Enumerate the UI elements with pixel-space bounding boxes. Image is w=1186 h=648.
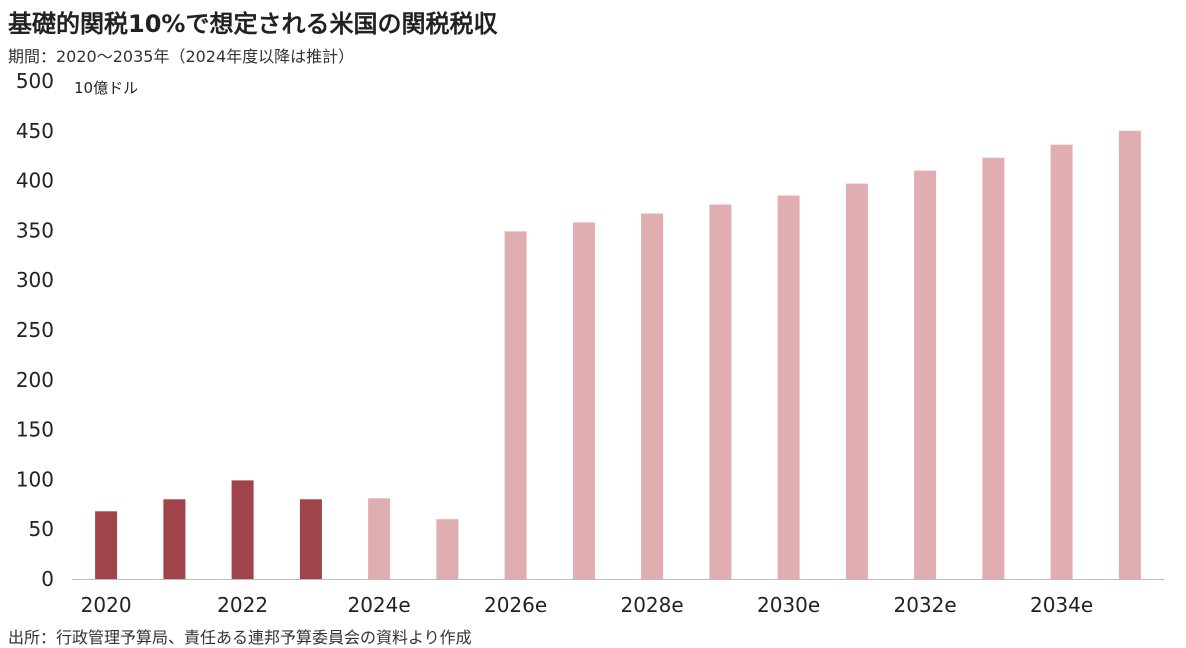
bar-2023 [299, 499, 322, 579]
y-axis-ticks: 0 50 100 150 200 250 300 350 400 450 500 [16, 69, 54, 591]
x-tick-label: 2034e [1030, 593, 1093, 617]
x-tick-label: 2022 [217, 593, 268, 617]
bar-2028e [641, 213, 664, 579]
bar-2032e [914, 170, 937, 579]
y-tick-label: 0 [41, 567, 54, 591]
y-tick-label: 250 [16, 318, 54, 342]
y-tick-label: 200 [16, 368, 54, 392]
bar-2035e [1118, 130, 1141, 580]
x-tick-label: 2024e [347, 593, 410, 617]
y-tick-label: 350 [16, 218, 54, 242]
bar-2034e [1050, 144, 1073, 579]
y-tick-label: 500 [16, 69, 54, 93]
chart-source: 出所：行政管理予算局、責任ある連邦予算委員会の資料より作成 [8, 628, 472, 647]
bar-2027e [572, 222, 595, 579]
bars [95, 130, 1141, 580]
x-tick-label: 2020 [81, 593, 132, 617]
bar-2020 [95, 511, 118, 579]
y-tick-label: 100 [16, 467, 54, 491]
bar-2021 [163, 499, 186, 579]
bar-2024e [368, 498, 391, 579]
bar-2025e [436, 519, 459, 579]
y-tick-label: 300 [16, 268, 54, 292]
y-tick-label: 150 [16, 418, 54, 442]
bar-2030e [777, 195, 800, 579]
y-tick-label: 450 [16, 119, 54, 143]
chart-title: 基礎的関税10%で想定される米国の関税税収 [8, 10, 498, 38]
x-tick-label: 2030e [757, 593, 820, 617]
bar-2022 [231, 480, 254, 579]
x-tick-label: 2028e [620, 593, 683, 617]
y-tick-label: 50 [29, 517, 54, 541]
bar-2029e [709, 204, 732, 579]
x-tick-label: 2032e [893, 593, 956, 617]
bar-2033e [982, 157, 1005, 579]
y-axis-unit-label: 10億ドル [74, 79, 139, 97]
y-tick-label: 400 [16, 169, 54, 193]
bar-2026e [504, 231, 527, 579]
x-axis-ticks: 2020 2022 2024e 2026e 2028e 2030e 2032e 2034e [81, 593, 1094, 617]
x-tick-label: 2026e [484, 593, 547, 617]
bar-2031e [845, 183, 868, 579]
chart-subtitle: 期間：2020〜2035年（2024年度以降は推計） [8, 47, 355, 66]
